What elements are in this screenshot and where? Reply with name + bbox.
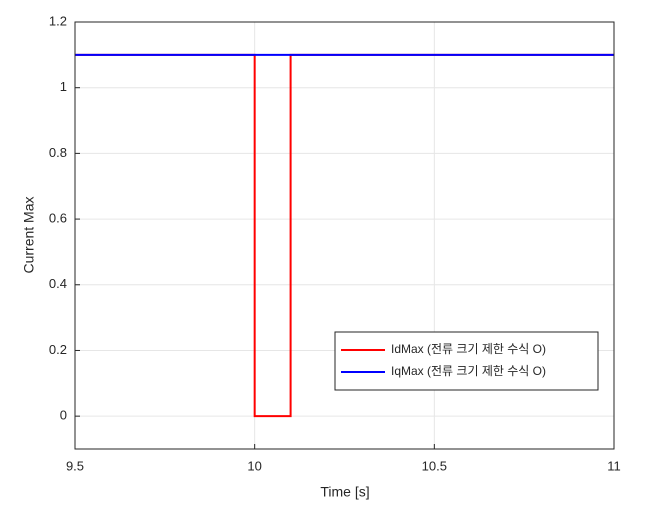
legend-label: IqMax (전류 크기 제한 수식 O) bbox=[391, 364, 546, 378]
y-tick-label: 0.8 bbox=[49, 145, 67, 160]
x-tick-label: 10 bbox=[247, 458, 261, 473]
legend-box bbox=[334, 331, 599, 391]
x-tick-label: 9.5 bbox=[66, 458, 84, 473]
y-tick-label: 0 bbox=[60, 408, 67, 423]
x-tick-label: 11 bbox=[607, 458, 621, 473]
axes-box bbox=[74, 21, 615, 450]
legend-label: IdMax (전류 크기 제한 수식 O) bbox=[391, 342, 546, 356]
x-axis-label: Time [s] bbox=[320, 484, 369, 500]
y-tick-label: 0.4 bbox=[49, 276, 67, 291]
y-axis-label: Current Max bbox=[21, 196, 37, 273]
y-tick-label: 0.2 bbox=[49, 342, 67, 357]
y-tick-label: 1 bbox=[60, 79, 67, 94]
y-tick-label: 1.2 bbox=[49, 13, 67, 28]
y-tick-label: 0.6 bbox=[49, 211, 67, 226]
x-tick-label: 10.5 bbox=[422, 458, 447, 473]
